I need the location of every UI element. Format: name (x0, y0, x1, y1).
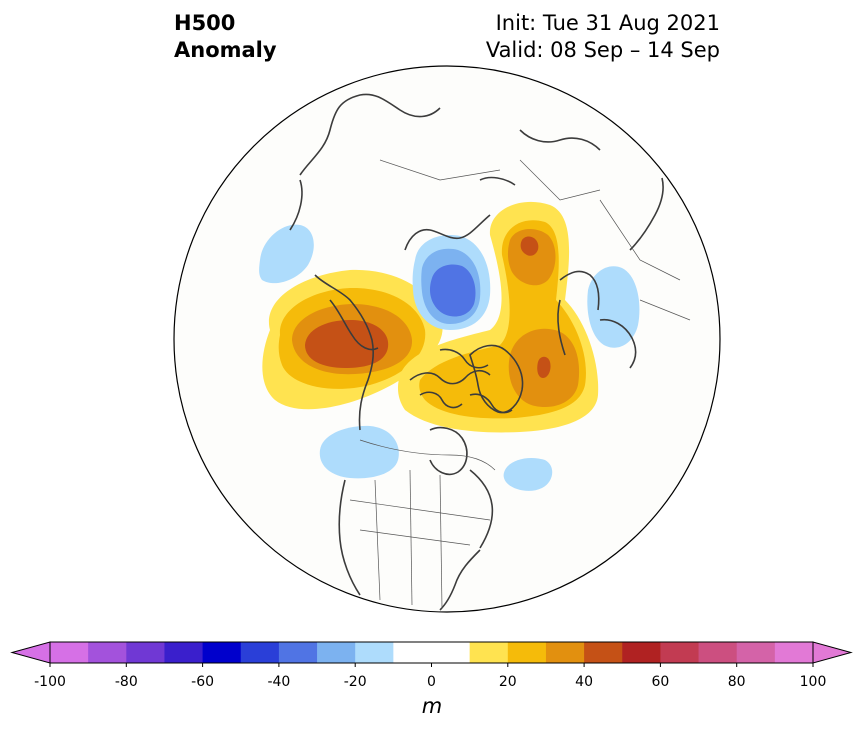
borders (349, 159, 691, 609)
colorbar-swatch (736, 642, 776, 663)
colorbar-swatch (126, 642, 165, 663)
colorbar-swatch (431, 642, 471, 663)
colorbar-extend-max (812, 641, 853, 664)
colorbar-tick-label: 20 (498, 674, 517, 690)
colorbar-tick-label: 0 (427, 674, 436, 690)
colorbar-swatch (355, 642, 394, 663)
colorbar-swatch (393, 642, 432, 663)
colorbar-tick-label: -80 (114, 674, 138, 690)
colorbar-swatch (622, 642, 661, 663)
anomaly-pos30-arctic (507, 228, 556, 286)
anomaly-pos40-greenland (537, 356, 551, 378)
forecast-dates: Init: Tue 31 Aug 2021 Valid: 08 Sep – 14… (486, 10, 720, 64)
anomaly-neg10-ne-america (503, 458, 553, 491)
map-boundary (173, 65, 721, 613)
colorbar-swatch (202, 642, 242, 663)
valid-range: Valid: 08 Sep – 14 Sep (485, 38, 720, 62)
anomaly-neg10-siberia (259, 224, 314, 284)
anomaly-pos40-arctic (520, 236, 539, 256)
colorbar-swatch (660, 642, 700, 663)
colorbar-tick-label: -60 (191, 674, 215, 690)
init-date: Init: Tue 31 Aug 2021 (495, 11, 720, 35)
colorbar-tick-label: 60 (651, 674, 670, 690)
colorbar-swatch (545, 642, 585, 663)
colorbar-tick-label: -40 (267, 674, 291, 690)
colorbar-swatch (774, 642, 814, 663)
colorbar-swatch (317, 642, 356, 663)
anomaly-pos40-pacific (305, 320, 389, 368)
colorbar-tick-label: 80 (727, 674, 746, 690)
anomaly-field (259, 201, 640, 491)
colorbar-tick-label: -20 (343, 674, 367, 690)
colorbar-swatch (88, 642, 127, 663)
colorbar-tick-label: 100 (799, 674, 827, 690)
colorbar-swatch (50, 642, 89, 663)
colorbar-extend-min (10, 641, 51, 664)
title-type: Anomaly (174, 38, 277, 62)
colorbar-tick-label: 40 (575, 674, 594, 690)
colorbar-swatch (698, 642, 738, 663)
title-variable: H500 (174, 11, 236, 35)
colorbar-tick-label: -100 (34, 674, 66, 690)
colorbar-swatch (469, 642, 509, 663)
anomaly-neg10-europe (587, 266, 640, 348)
map-title: H500 Anomaly (174, 10, 277, 64)
colorbar-unit: m (421, 694, 443, 718)
colorbar-swatch (240, 642, 280, 663)
anomaly-neg30-arctic (430, 264, 476, 317)
colorbar-swatch (164, 642, 204, 663)
anomaly-neg10-nw-america (319, 425, 399, 479)
colorbar-swatch (278, 642, 318, 663)
colorbar-swatch (584, 642, 623, 663)
map-background (174, 66, 720, 612)
coastlines (289, 93, 664, 611)
polar-map (173, 65, 721, 613)
colorbar-swatch (507, 642, 547, 663)
